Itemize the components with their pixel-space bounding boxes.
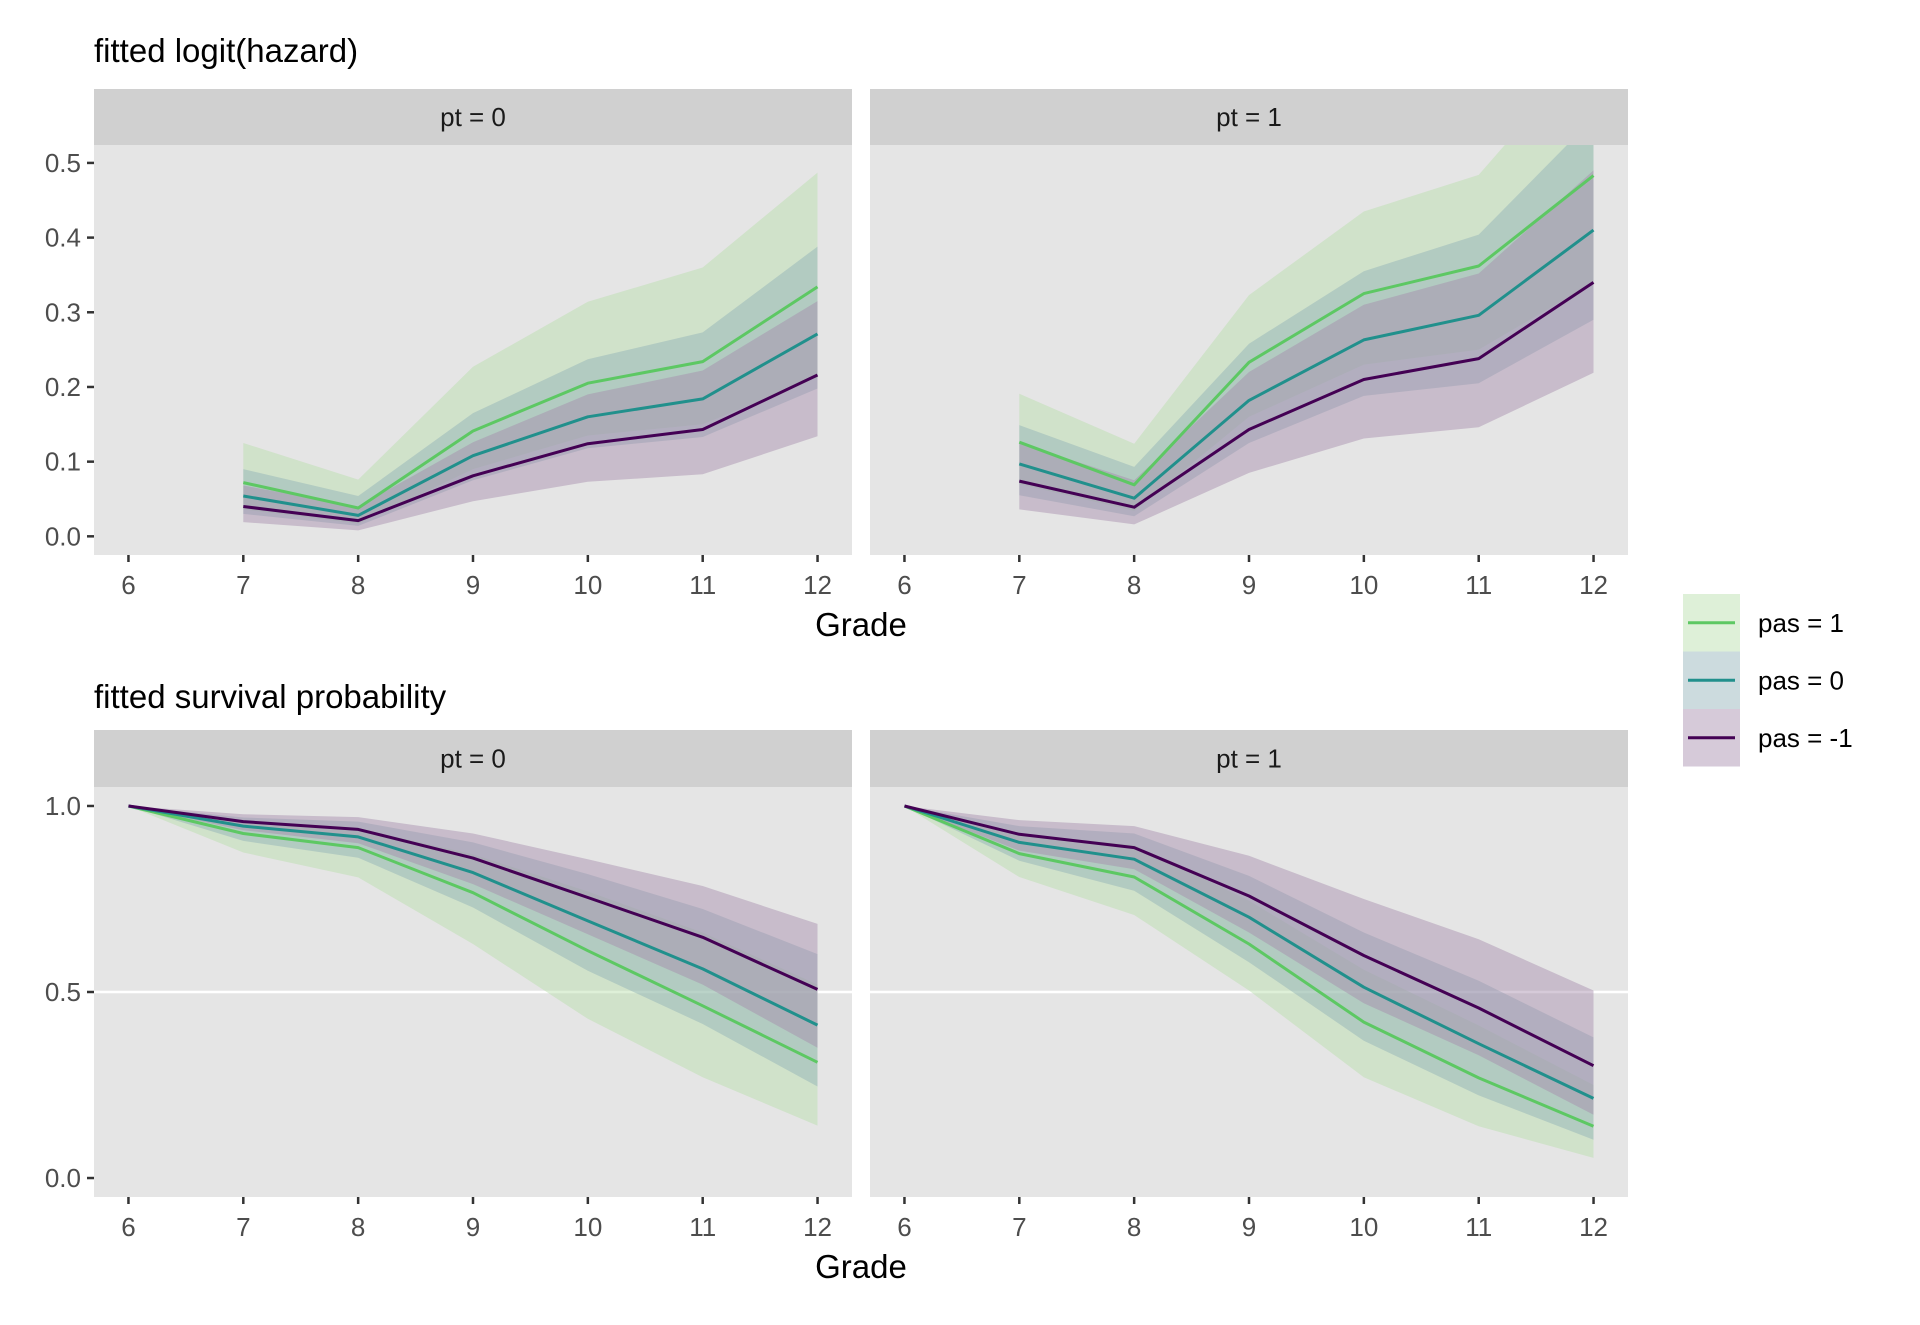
y-tick-label: 0.0: [45, 521, 81, 551]
facet-strip-label: pt = 1: [1216, 102, 1282, 132]
x-tick-label: 7: [236, 1212, 250, 1242]
x-tick-label: 8: [1127, 1212, 1141, 1242]
legend-item-pas-0[interactable]: pas = 0: [1683, 651, 1844, 710]
legend-label: pas = 0: [1758, 665, 1844, 695]
x-tick-label: 7: [236, 570, 250, 600]
y-tick-label: 1.0: [45, 791, 81, 821]
x-tick-label: 10: [573, 570, 602, 600]
y-tick-label: 0.5: [45, 148, 81, 178]
y-tick-label: 0.4: [45, 223, 81, 253]
x-tick-label: 8: [351, 1212, 365, 1242]
facet-strip-label: pt = 0: [440, 102, 506, 132]
line-pas-neg1: [1018, 281, 1595, 509]
y-tick-label: 0.2: [45, 372, 81, 402]
chart-logit-hazard: fitted logit(hazard) pt = 0 6 7 8 9 10 11 12 0.0 0…: [45, 32, 1628, 643]
x-tick-label: 12: [1579, 570, 1608, 600]
chart-title: fitted logit(hazard): [94, 32, 358, 69]
x-tick-label: 8: [351, 570, 365, 600]
plot-area: [1018, 145, 1595, 525]
chart-survival-probability: fitted survival probability pt = 0 6 7 8 9 10 1…: [45, 678, 1628, 1285]
ribbon-pas-neg1: [904, 806, 1594, 1115]
x-tick-label: 6: [121, 1212, 135, 1242]
line-pas-neg1: [904, 804, 1595, 1068]
ribbon-pas-neg1: [128, 806, 818, 1048]
x-tick-label: 9: [1242, 570, 1256, 600]
x-tick-label: 9: [1242, 1212, 1256, 1242]
x-tick-label: 12: [803, 570, 832, 600]
facet-strip: [870, 730, 1628, 787]
x-tick-label: 11: [1465, 1212, 1492, 1242]
plot-area: [94, 804, 852, 1126]
x-axis-label: Grade: [815, 606, 907, 643]
legend-item-pas-neg1[interactable]: pas = -1: [1683, 709, 1853, 767]
y-tick-label: 0.0: [45, 1163, 81, 1193]
line-pas-0: [1018, 228, 1595, 500]
plot-area: [242, 172, 819, 531]
panel-background: [870, 145, 1628, 555]
chart-title: fitted survival probability: [94, 678, 447, 715]
x-tick-label: 12: [803, 1212, 832, 1242]
facet-panel-pt-1: pt = 1 6 7 8 9 10 11 12: [870, 89, 1628, 600]
x-tick-label: 11: [1465, 570, 1492, 600]
line-pas-1: [903, 804, 1595, 1128]
ribbon-pas-0: [243, 246, 818, 526]
x-tick-label: 7: [1012, 570, 1026, 600]
facet-panel-pt-0: pt = 0 6 7 8 9 10 11 12 0.0 0.1 0.2 0.3 0.4 0.5: [45, 89, 852, 600]
ribbon-pas-0: [128, 806, 818, 1087]
x-tick-label: 10: [573, 1212, 602, 1242]
facet-strip: [94, 89, 852, 145]
ribbon-pas-1: [243, 172, 818, 524]
panel-background: [94, 145, 852, 555]
plot-area: [870, 804, 1628, 1158]
x-tick-label: 6: [897, 570, 911, 600]
ribbon-pas-1: [904, 806, 1594, 1158]
ribbon-pas-neg1: [1019, 170, 1594, 525]
facet-strip: [870, 89, 1628, 145]
line-pas-neg1: [243, 373, 819, 523]
x-tick-label: 11: [689, 1212, 716, 1242]
line-pas-neg1: [128, 804, 819, 991]
line-pas-1: [128, 804, 819, 1064]
x-tick-label: 10: [1349, 1212, 1378, 1242]
y-tick-label: 0.1: [45, 447, 81, 477]
line-pas-1: [242, 285, 819, 510]
facet-panel-pt-1: pt = 1 6 7 8 9 10 11 12: [870, 730, 1628, 1242]
line-pas-0: [243, 332, 819, 517]
line-pas-1: [1018, 174, 1595, 487]
legend: pas = 1 pas = 0 pas = -1: [1683, 594, 1853, 767]
line-pas-0: [904, 804, 1595, 1100]
facet-strip: [94, 730, 852, 787]
x-tick-label: 8: [1127, 570, 1141, 600]
x-tick-label: 7: [1012, 1212, 1026, 1242]
x-tick-label: 6: [121, 570, 135, 600]
x-tick-label: 9: [466, 570, 480, 600]
ribbon-pas-1: [128, 806, 818, 1126]
legend-item-pas-1[interactable]: pas = 1: [1683, 594, 1844, 652]
x-tick-label: 11: [689, 570, 716, 600]
y-tick-label: 0.5: [45, 977, 81, 1007]
x-tick-label: 6: [897, 1212, 911, 1242]
ribbon-pas-neg1: [243, 301, 818, 531]
legend-label: pas = 1: [1758, 608, 1844, 638]
ribbon-pas-0: [904, 806, 1594, 1140]
x-tick-label: 10: [1349, 570, 1378, 600]
facet-strip-label: pt = 1: [1216, 744, 1282, 774]
ribbon-pas-0: [1019, 145, 1594, 517]
facet-strip-label: pt = 0: [440, 744, 506, 774]
x-tick-label: 9: [466, 1212, 480, 1242]
facet-panel-pt-0: pt = 0 6 7 8 9 10 11 12 0.0 0.5 1.0: [45, 730, 852, 1242]
x-tick-label: 12: [1579, 1212, 1608, 1242]
y-tick-label: 0.3: [45, 297, 81, 327]
x-axis-label: Grade: [815, 1248, 907, 1285]
legend-label: pas = -1: [1758, 723, 1853, 753]
line-pas-0: [128, 804, 819, 1027]
